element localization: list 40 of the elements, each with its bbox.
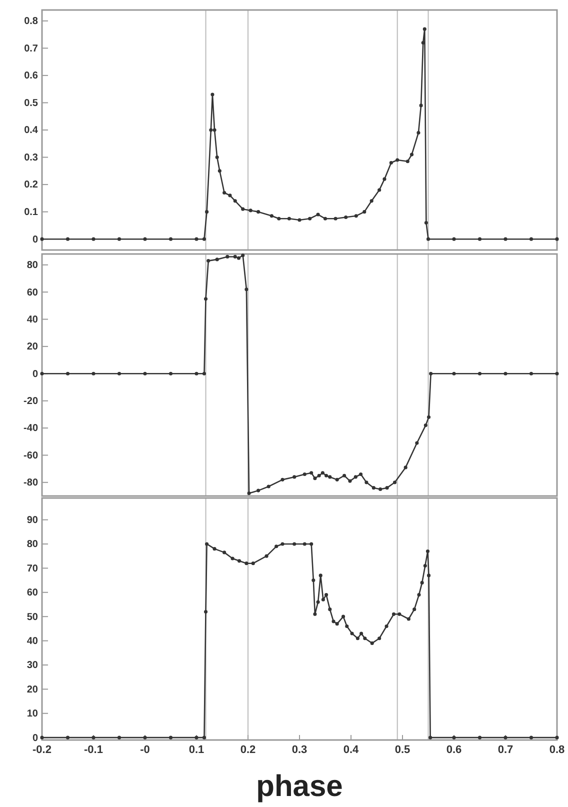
- y-tick-label: 60: [26, 287, 38, 298]
- y-tick-label: 0: [32, 368, 38, 380]
- y-tick-label: 0.3: [24, 152, 38, 164]
- x-tick-label: -0.1: [84, 744, 103, 756]
- y-tick-label: 0.8: [24, 16, 38, 28]
- y-tick-label: 0: [32, 732, 38, 744]
- y-tick-label: 80: [26, 260, 38, 272]
- x-tick-label: 0.1: [188, 744, 204, 756]
- y-tick-label: 0.2: [24, 180, 38, 191]
- x-axis-title: phase: [256, 770, 343, 803]
- x-tick-label: -0.2: [32, 744, 52, 756]
- y-tick-label: -80: [24, 478, 38, 489]
- y-tick-label: -40: [24, 423, 38, 434]
- y-tick-label: 0.4: [24, 125, 38, 136]
- x-tick-label: 0.8: [549, 744, 565, 756]
- y-tick-label: 20: [26, 684, 38, 696]
- x-tick-label: 0.2: [240, 744, 256, 756]
- y-tick-label: 30: [26, 660, 38, 672]
- y-tick-label: 90: [26, 514, 38, 526]
- x-tick-label: 0.7: [498, 744, 514, 756]
- x-tick-label: 0.6: [446, 744, 462, 756]
- y-tick-label: 60: [26, 588, 38, 599]
- y-tick-label: 80: [26, 539, 38, 550]
- y-tick-label: 20: [26, 342, 38, 353]
- y-tick-label: 0.1: [24, 207, 38, 218]
- y-tick-label: 0.7: [24, 43, 38, 54]
- x-tick-label: 0.3: [292, 744, 308, 756]
- x-tick-label: 0.5: [394, 744, 410, 756]
- y-tick-label: 40: [26, 314, 38, 326]
- y-tick-label: -60: [24, 450, 38, 462]
- y-tick-label: -20: [24, 396, 38, 408]
- y-tick-label: 0: [32, 234, 38, 246]
- x-tick-label: 0.4: [343, 744, 360, 756]
- y-tick-label: 70: [26, 563, 38, 574]
- x-tick-label: -0: [140, 744, 150, 756]
- y-tick-label: 40: [26, 636, 38, 647]
- y-tick-label: 50: [26, 612, 38, 623]
- y-tick-label: 0.5: [24, 98, 38, 109]
- y-tick-label: 0.6: [24, 70, 38, 82]
- y-tick-label: 10: [26, 708, 38, 720]
